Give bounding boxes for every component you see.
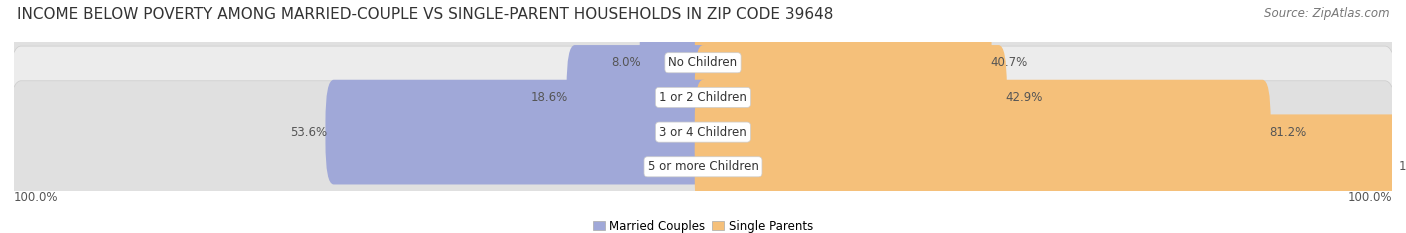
FancyBboxPatch shape — [695, 114, 1400, 219]
FancyBboxPatch shape — [640, 10, 711, 115]
FancyBboxPatch shape — [7, 0, 1399, 149]
FancyBboxPatch shape — [695, 80, 1271, 185]
Text: 0.0%: 0.0% — [666, 160, 696, 173]
Text: 100.0%: 100.0% — [1347, 191, 1392, 204]
FancyBboxPatch shape — [325, 80, 711, 185]
Text: 42.9%: 42.9% — [1005, 91, 1043, 104]
Text: 8.0%: 8.0% — [612, 56, 641, 69]
Text: 53.6%: 53.6% — [290, 126, 326, 139]
Text: 81.2%: 81.2% — [1270, 126, 1306, 139]
Text: 100.0%: 100.0% — [1399, 160, 1406, 173]
FancyBboxPatch shape — [7, 46, 1399, 218]
Text: 40.7%: 40.7% — [990, 56, 1028, 69]
Text: 5 or more Children: 5 or more Children — [648, 160, 758, 173]
FancyBboxPatch shape — [7, 81, 1399, 233]
Text: 3 or 4 Children: 3 or 4 Children — [659, 126, 747, 139]
Text: No Children: No Children — [668, 56, 738, 69]
Text: Source: ZipAtlas.com: Source: ZipAtlas.com — [1264, 7, 1389, 20]
Text: 1 or 2 Children: 1 or 2 Children — [659, 91, 747, 104]
FancyBboxPatch shape — [7, 11, 1399, 183]
Legend: Married Couples, Single Parents: Married Couples, Single Parents — [588, 215, 818, 233]
FancyBboxPatch shape — [695, 45, 1007, 150]
Text: 18.6%: 18.6% — [530, 91, 568, 104]
FancyBboxPatch shape — [695, 10, 991, 115]
Text: INCOME BELOW POVERTY AMONG MARRIED-COUPLE VS SINGLE-PARENT HOUSEHOLDS IN ZIP COD: INCOME BELOW POVERTY AMONG MARRIED-COUPL… — [17, 7, 834, 22]
FancyBboxPatch shape — [567, 45, 711, 150]
Text: 100.0%: 100.0% — [14, 191, 59, 204]
